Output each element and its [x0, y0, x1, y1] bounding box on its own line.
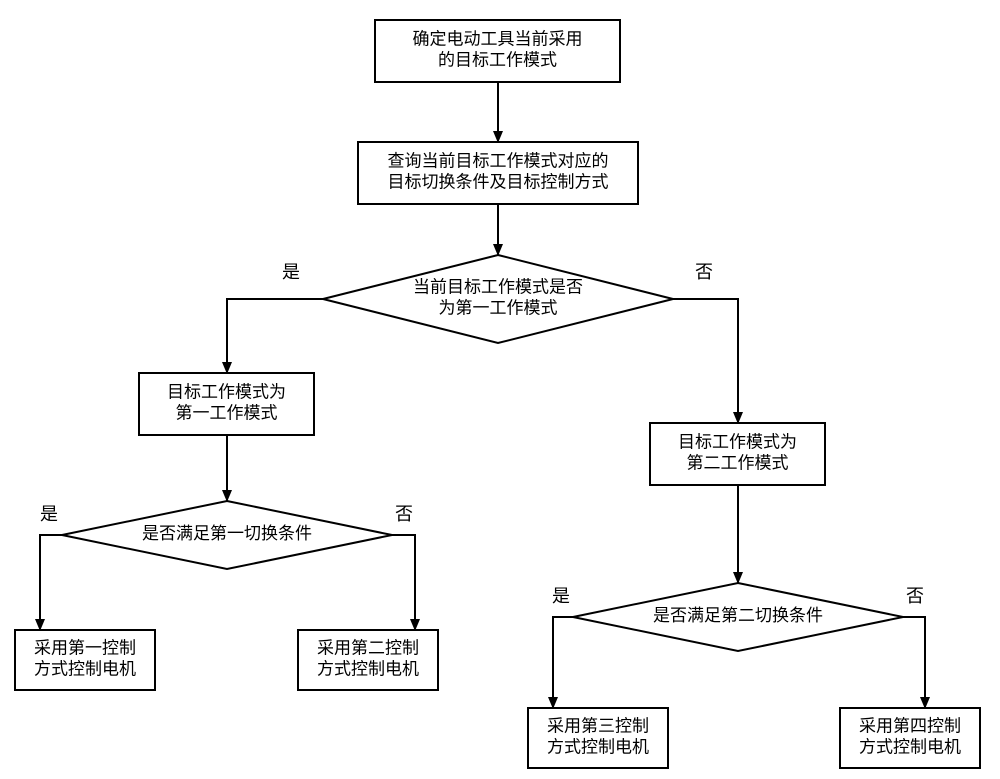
edge-e9: [553, 617, 573, 708]
flowchart-canvas: 是否是否是否确定电动工具当前采用的目标工作模式查询当前目标工作模式对应的目标切换…: [0, 0, 1000, 779]
edge-label-e7: 是: [40, 504, 58, 524]
node-label-d3: 是否满足第二切换条件: [653, 606, 823, 625]
edge-label-e3: 是: [282, 262, 300, 282]
edge-e4: [673, 299, 738, 423]
edge-label-e10: 否: [906, 586, 924, 606]
node-label-d2: 是否满足第一切换条件: [142, 524, 312, 543]
edge-e7: [40, 535, 62, 630]
edge-label-e9: 是: [552, 586, 570, 606]
edge-e3: [227, 299, 323, 373]
edge-label-e4: 否: [695, 262, 713, 282]
edge-e8: [392, 535, 415, 630]
edge-label-e8: 否: [395, 504, 413, 524]
edge-e10: [903, 617, 925, 708]
